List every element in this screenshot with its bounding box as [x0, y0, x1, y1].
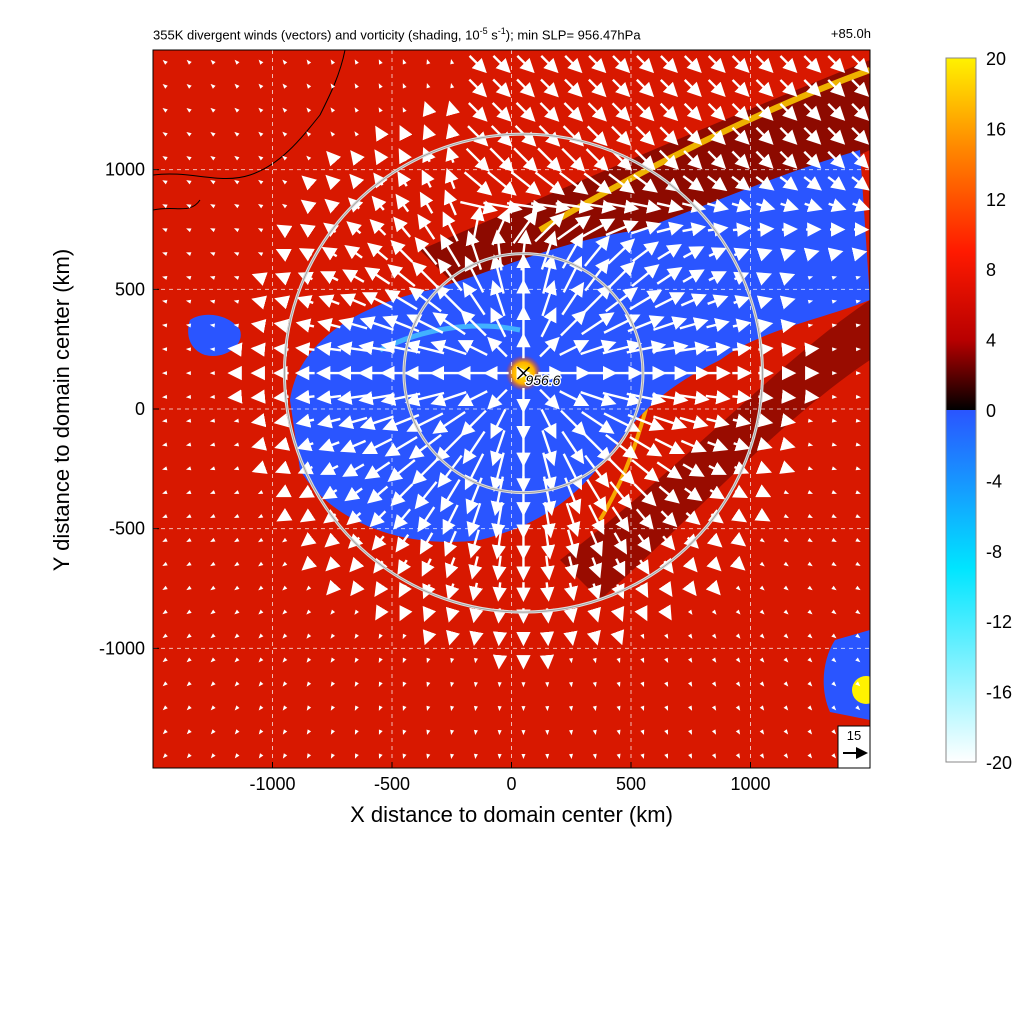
wind-vector	[451, 634, 452, 639]
vorticity-max-southeast	[852, 676, 880, 704]
colorbar-tick-label: -8	[986, 542, 1002, 562]
colorbar-negative	[946, 410, 976, 762]
wind-vector	[258, 277, 262, 279]
x-tick-label: 1000	[730, 774, 770, 794]
wind-vector	[258, 301, 263, 302]
wind-vector	[281, 324, 289, 326]
colorbar-tick-label: 4	[986, 331, 996, 351]
y-tick-label: 500	[115, 279, 145, 299]
wind-vector	[427, 634, 429, 638]
wind-vector	[302, 348, 314, 349]
chart-title: 355K divergent winds (vectors) and vorti…	[153, 26, 641, 42]
wind-vector	[258, 444, 263, 445]
reference-vector-label: 15	[847, 728, 861, 743]
wind-vector	[784, 468, 788, 470]
wind-vector	[618, 634, 620, 638]
y-axis-ticks: -1000 -500 0 500 1000	[99, 160, 159, 659]
wind-vector	[475, 609, 477, 617]
wind-vector	[732, 396, 744, 397]
wind-vector	[856, 253, 861, 254]
wind-vector	[427, 108, 429, 112]
wind-vector	[258, 420, 263, 421]
wind-vector	[784, 325, 789, 326]
x-axis-label: X distance to domain center (km)	[153, 802, 870, 828]
wind-vector	[733, 229, 744, 230]
wind-vector	[281, 420, 289, 422]
wind-vector	[499, 582, 500, 594]
x-tick-label: 0	[506, 774, 516, 794]
x-tick-label: -1000	[249, 774, 295, 794]
colorbar-tick-label: 12	[986, 190, 1006, 210]
wind-vector	[784, 301, 789, 302]
wind-vector	[302, 396, 314, 397]
reference-vector-box: 15	[838, 726, 870, 768]
wind-vector	[758, 229, 768, 230]
wind-vector	[832, 253, 837, 254]
colorbar-tick-label: -4	[986, 471, 1002, 491]
wind-vector	[784, 277, 788, 279]
wind-vector	[732, 348, 744, 349]
colorbar-tick-label: -20	[986, 753, 1012, 773]
y-tick-label: -1000	[99, 638, 145, 658]
colorbar-ticks: 20 16 12 8 4 0 -4 -8 -12 -16 -20	[986, 49, 1012, 773]
wind-vector	[570, 609, 572, 617]
wind-vector	[784, 444, 789, 445]
center-pressure-label: 956.6	[525, 372, 560, 388]
wind-vector	[784, 420, 789, 421]
colorbar: 20 16 12 8 4 0 -4 -8 -12 -16 -20	[946, 49, 1012, 773]
y-tick-label: 1000	[105, 160, 145, 180]
wind-vector	[784, 253, 789, 255]
time-label: +85.0h	[831, 26, 871, 41]
wind-vector	[451, 107, 452, 112]
colorbar-tick-label: 16	[986, 119, 1006, 139]
y-tick-label: -500	[109, 519, 145, 539]
colorbar-tick-label: 20	[986, 49, 1006, 69]
y-tick-label: 0	[135, 399, 145, 419]
colorbar-positive	[946, 58, 976, 410]
wind-vector	[808, 253, 813, 254]
wind-vector	[547, 582, 548, 594]
plot-area: 956.6	[153, 50, 880, 768]
wind-vector	[475, 634, 476, 639]
wind-vector	[258, 325, 263, 326]
colorbar-tick-label: 8	[986, 260, 996, 280]
x-tick-label: 500	[616, 774, 646, 794]
wind-vector	[258, 468, 262, 470]
wind-vector	[759, 324, 767, 326]
colorbar-tick-label: -12	[986, 612, 1012, 632]
wind-vector	[571, 634, 572, 639]
wind-vector	[595, 634, 596, 639]
y-axis-label: Y distance to domain center (km)	[49, 249, 75, 571]
colorbar-tick-label: 0	[986, 401, 996, 421]
colorbar-tick-label: -16	[986, 683, 1012, 703]
wind-vector	[759, 420, 767, 422]
x-tick-label: -500	[374, 774, 410, 794]
